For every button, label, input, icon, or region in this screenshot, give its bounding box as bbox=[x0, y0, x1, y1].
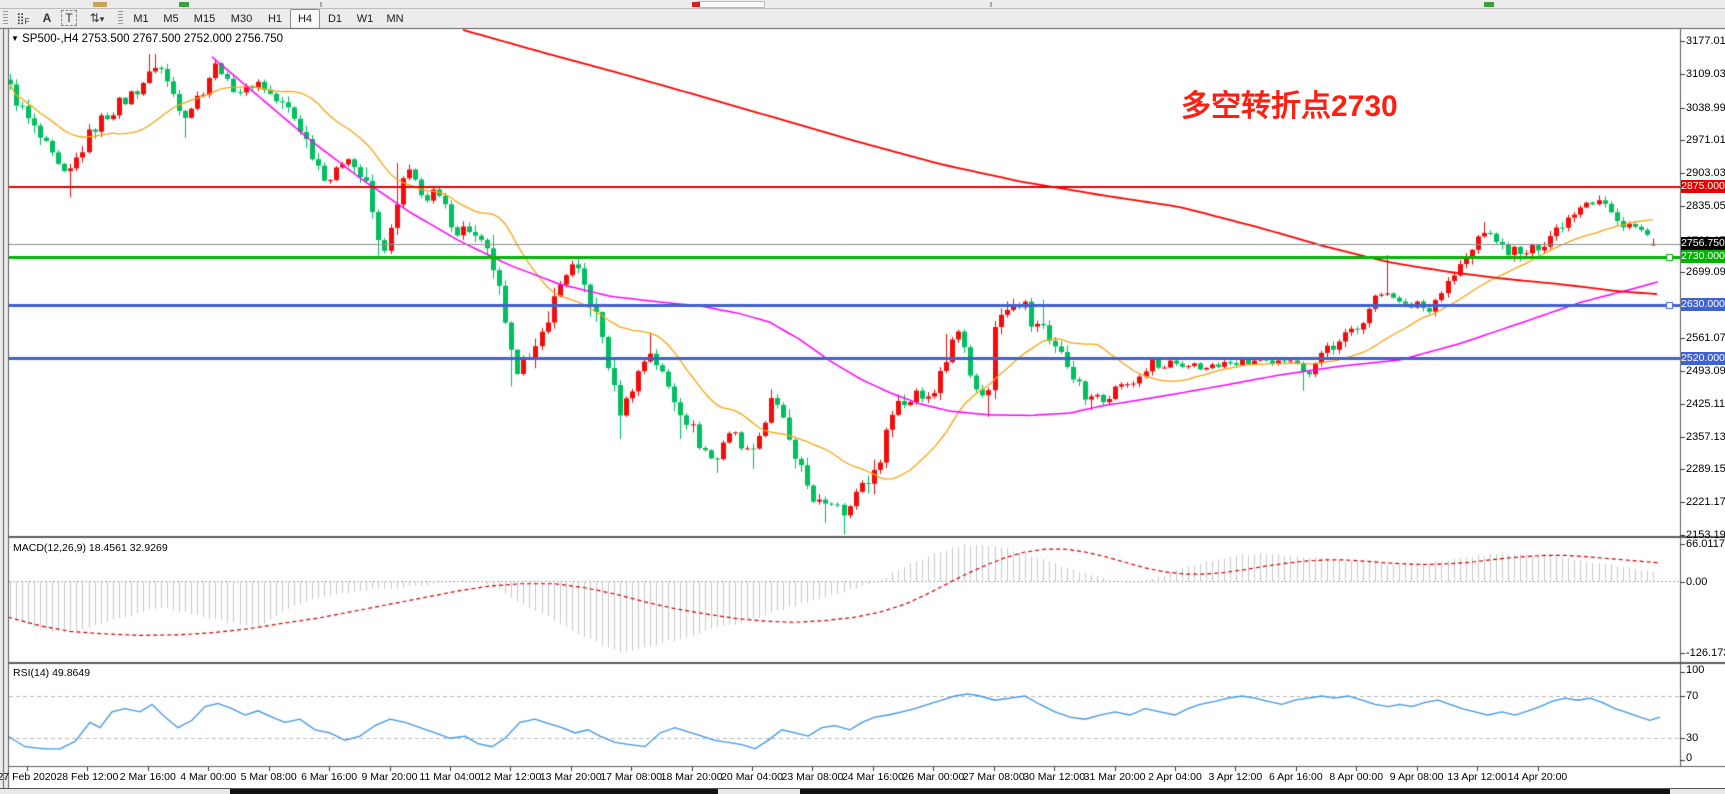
time-tick-label: 14 Apr 20:00 bbox=[1507, 771, 1568, 783]
price-tick-label: 3038.990 bbox=[1686, 101, 1725, 114]
rsi-tick-label: 30 bbox=[1686, 732, 1699, 745]
time-tick-label: 13 Mar 20:00 bbox=[539, 771, 602, 783]
window-bottom-border bbox=[0, 788, 1725, 789]
time-tick-label: 12 Mar 12:00 bbox=[479, 771, 542, 783]
time-tick-label: 2 Mar 16:00 bbox=[119, 771, 176, 783]
time-tick-label: 2 Apr 04:00 bbox=[1148, 771, 1202, 783]
chart-annotation-text[interactable]: 多空转折点2730 bbox=[1181, 90, 1398, 123]
price-line-label-2730.000[interactable]: 2730.000 bbox=[1681, 250, 1725, 264]
time-tick-label: 27 Mar 08:00 bbox=[962, 771, 1025, 783]
time-tick-label: 9 Apr 08:00 bbox=[1389, 771, 1444, 783]
rsi-indicator-label: RSI(14) 49.8649 bbox=[13, 667, 91, 679]
time-tick-label: 30 Mar 12:00 bbox=[1023, 771, 1086, 783]
time-tick-label: 6 Apr 16:00 bbox=[1268, 771, 1323, 783]
rsi-tick-label: 100 bbox=[1686, 664, 1705, 676]
macd-tick-label: 0.00 bbox=[1686, 575, 1708, 588]
price-tick-label: 2903.030 bbox=[1686, 167, 1725, 180]
time-tick-label: 23 Mar 08:00 bbox=[781, 771, 844, 783]
price-tick-label: 2289.150 bbox=[1686, 463, 1725, 476]
price-line-label-2875.000[interactable]: 2875.000 bbox=[1681, 180, 1725, 194]
taskbar-fragment bbox=[230, 789, 718, 794]
time-tick-label: 5 Mar 08:00 bbox=[240, 771, 297, 783]
collapse-triangle-icon[interactable]: ▼ bbox=[11, 34, 19, 43]
macd-tick-label: 66.0117 bbox=[1686, 538, 1725, 551]
price-tick-label: 2971.010 bbox=[1686, 134, 1725, 147]
rsi-tick-label: 0 bbox=[1686, 752, 1693, 764]
time-tick-label: 8 Apr 00:00 bbox=[1329, 771, 1384, 783]
price-line-label-2520.000[interactable]: 2520.000 bbox=[1681, 351, 1725, 365]
time-tick-label: 9 Mar 20:00 bbox=[361, 771, 418, 783]
macd-indicator-label: MACD(12,26,9) 18.4561 32.9269 bbox=[13, 542, 168, 554]
time-tick-label: 13 Apr 12:00 bbox=[1447, 771, 1507, 783]
time-tick-label: 26 Mar 00:00 bbox=[902, 771, 965, 783]
price-tick-label: 2425.110 bbox=[1686, 397, 1725, 410]
symbol-header[interactable]: ▼ SP500-,H4 2753.500 2767.500 2752.000 2… bbox=[11, 33, 284, 45]
price-tick-label: 2221.170 bbox=[1686, 496, 1725, 509]
price-tick-label: 2699.090 bbox=[1686, 265, 1725, 278]
rsi-tick-label: 70 bbox=[1686, 690, 1699, 702]
time-tick-label: 17 Mar 08:00 bbox=[600, 771, 663, 783]
time-tick-label: 6 Mar 16:00 bbox=[301, 771, 358, 783]
price-tick-label: 2493.090 bbox=[1686, 364, 1725, 377]
price-tick-label: 2835.050 bbox=[1686, 199, 1725, 212]
time-tick-label: 24 Mar 16:00 bbox=[841, 771, 904, 783]
price-line-label-2756.750: 2756.750 bbox=[1681, 237, 1725, 251]
time-tick-label: 18 Mar 20:00 bbox=[660, 771, 723, 783]
time-tick-label: 28 Feb 12:00 bbox=[56, 771, 119, 783]
time-tick-label: 27 Feb 2020 bbox=[0, 771, 57, 783]
price-tick-label: 2561.070 bbox=[1686, 332, 1725, 345]
time-tick-label: 20 Mar 04:00 bbox=[721, 771, 783, 783]
taskbar-fragment bbox=[800, 789, 1670, 794]
time-tick-label: 3 Apr 12:00 bbox=[1208, 771, 1263, 783]
macd-tick-label: -126.173 bbox=[1686, 647, 1725, 660]
price-tick-label: 3177.010 bbox=[1686, 35, 1725, 47]
time-tick-label: 31 Mar 20:00 bbox=[1083, 771, 1146, 783]
price-line-label-2630.000[interactable]: 2630.000 bbox=[1681, 298, 1725, 312]
time-tick-label: 4 Mar 00:00 bbox=[180, 771, 237, 783]
screen-bottom-strip bbox=[0, 789, 1725, 794]
price-tick-label: 2153.190 bbox=[1686, 529, 1725, 541]
price-tick-label: 2357.130 bbox=[1686, 430, 1725, 443]
price-tick-label: 3109.030 bbox=[1686, 67, 1725, 80]
time-tick-label: 11 Mar 04:00 bbox=[419, 771, 481, 783]
